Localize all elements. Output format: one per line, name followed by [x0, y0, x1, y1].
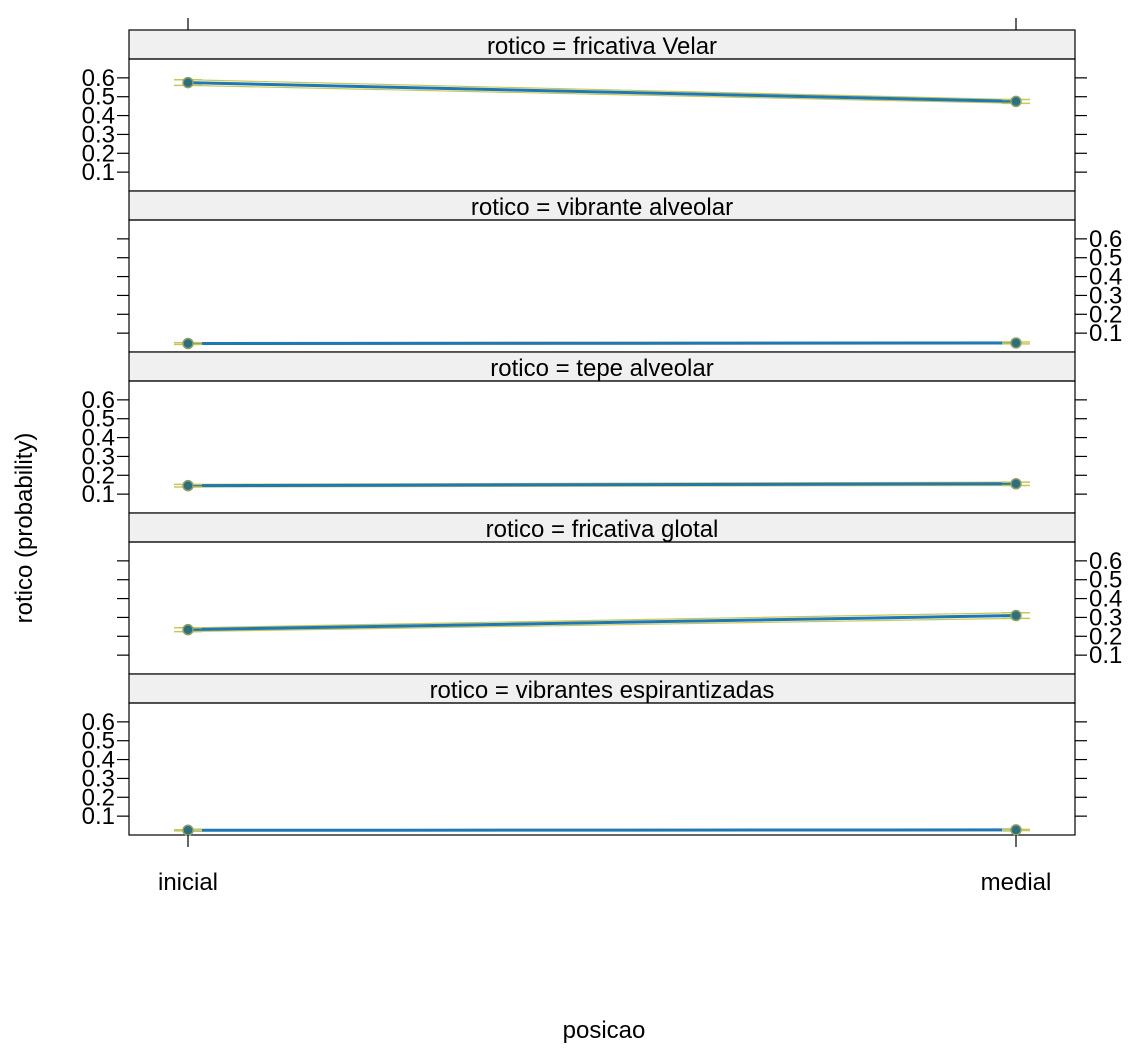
panel-5: rotico = vibrantes espirantizadas0.10.20…	[82, 673, 1087, 837]
series-line	[187, 341, 1017, 346]
y-tick-label: 0.5	[1089, 245, 1122, 272]
y-tick-label: 0.6	[82, 65, 115, 92]
y-tick-label: 0.3	[82, 443, 115, 470]
y-tick-label: 0.2	[1089, 301, 1122, 328]
data-point	[182, 76, 194, 89]
y-tick-label: 0.4	[82, 103, 115, 130]
series-line	[187, 614, 1017, 632]
data-point	[1010, 609, 1022, 622]
ci-lower-line	[187, 617, 1017, 633]
series-line	[187, 81, 1017, 103]
strip-label: rotico = vibrante alveolar	[471, 194, 733, 221]
y-tick-label: 0.5	[1089, 567, 1122, 594]
strip-background	[128, 351, 1076, 382]
ci-lower-line	[187, 84, 1017, 104]
y-tick-label: 0.6	[82, 709, 115, 736]
data-point	[1010, 478, 1022, 490]
panel-frame	[128, 541, 1076, 675]
strip-background	[128, 673, 1076, 704]
y-tick-label: 0.6	[82, 387, 115, 414]
y-tick-label: 0.1	[82, 803, 115, 830]
ci-upper-line	[187, 612, 1017, 629]
panel-4: rotico = fricativa glotal 0.10.20.30.40.5…	[117, 512, 1122, 675]
strip-label: rotico = fricativa Velar	[487, 33, 717, 60]
y-tick-label: 0.4	[1089, 264, 1122, 291]
data-point	[182, 623, 194, 636]
panel-frame	[128, 702, 1076, 836]
y-tick-label: 0.1	[82, 481, 115, 508]
y-tick-label: 0.3	[1089, 604, 1122, 631]
y-tick-label: 0.2	[82, 140, 115, 167]
data-point	[1010, 337, 1022, 349]
strip-label: rotico = fricativa glotal	[486, 516, 719, 543]
strip-background	[128, 190, 1076, 221]
y-tick-label: 0.1	[82, 159, 115, 186]
panel-2: rotico = vibrante alveolar0.10.20.30.40.…	[117, 190, 1122, 353]
panels-group: rotico = fricativa Velar0.10.20.30.40.50…	[82, 18, 1122, 896]
y-tick-label: 0.5	[82, 406, 115, 433]
data-point	[182, 337, 194, 350]
series-line	[187, 482, 1017, 488]
data-point	[1010, 95, 1022, 108]
y-tick-label: 0.6	[1089, 226, 1122, 253]
x-tick-label: inicial	[158, 869, 218, 896]
x-axis-title: posicao	[563, 1017, 646, 1044]
y-tick-label: 0.3	[82, 121, 115, 148]
y-tick-label: 0.3	[82, 765, 115, 792]
y-tick-label: 0.5	[82, 728, 115, 755]
panel-frame	[128, 219, 1076, 353]
y-tick-label: 0.2	[82, 784, 115, 811]
strip-label: rotico = vibrantes espirantizadas	[430, 677, 775, 704]
panel-frame	[128, 58, 1076, 192]
data-point	[182, 824, 194, 837]
y-tick-label: 0.1	[1089, 320, 1122, 347]
y-tick-label: 0.5	[82, 84, 115, 111]
y-tick-label: 0.1	[1089, 642, 1122, 669]
y-tick-label: 0.6	[1089, 548, 1122, 575]
panel-3: rotico = tepe alveolar 0.10.20.30.40.50.6	[82, 351, 1087, 514]
y-tick-label: 0.4	[82, 747, 115, 774]
data-point	[182, 479, 194, 492]
strip-label: rotico = tepe alveolar	[490, 355, 713, 382]
x-tick-label: medial	[981, 869, 1052, 896]
strip-background	[128, 29, 1076, 60]
ci-upper-line	[187, 79, 1017, 101]
y-tick-label: 0.3	[1089, 282, 1122, 309]
panel-1: rotico = fricativa Velar 0.10.20.30.40.50…	[82, 29, 1087, 192]
panel-frame	[128, 380, 1076, 514]
data-point	[1010, 824, 1022, 836]
y-tick-label: 0.4	[1089, 586, 1122, 613]
y-tick-label: 0.4	[82, 425, 115, 452]
strip-background	[128, 512, 1076, 543]
y-axis-title: rotico (probability)	[11, 433, 38, 624]
y-tick-label: 0.2	[1089, 623, 1122, 650]
y-tick-label: 0.2	[82, 462, 115, 489]
